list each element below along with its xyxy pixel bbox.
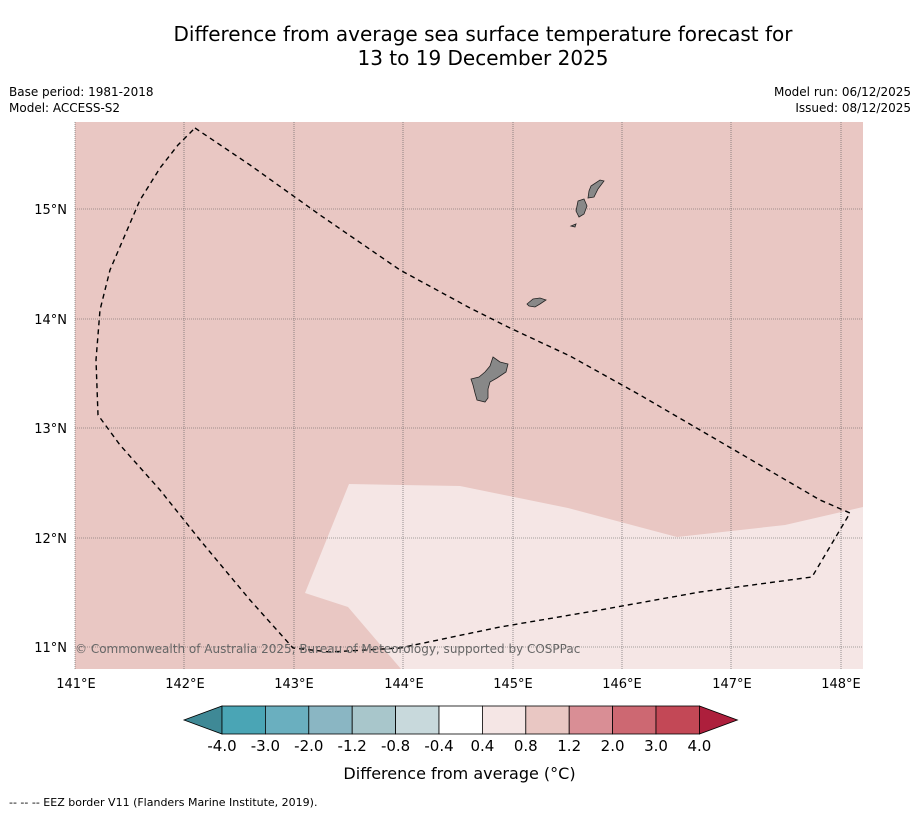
colorbar-tick-label: 0.4 bbox=[470, 737, 494, 755]
model-run: Model run: 06/12/2025 bbox=[773, 85, 911, 99]
colorbar-tick-label: -3.0 bbox=[251, 737, 280, 755]
lat-label: 12°N bbox=[34, 532, 67, 547]
colorbar-segment bbox=[308, 705, 353, 735]
aguijan-island bbox=[569, 223, 577, 228]
meta-right: Model run: 06/12/2025 Issued: 08/12/2025 bbox=[774, 84, 911, 116]
graticule bbox=[74, 122, 863, 669]
meta-left: Base period: 1981-2018 Model: ACCESS-S2 bbox=[9, 84, 154, 116]
anomaly-0.4-0.8-region bbox=[305, 484, 863, 669]
lon-label: 147°E bbox=[712, 677, 752, 692]
colorbar-tick-label: 1.2 bbox=[557, 737, 581, 755]
colorbar-segment bbox=[481, 705, 527, 735]
colorbar bbox=[182, 705, 739, 735]
colorbar-title: Difference from average (°C) bbox=[343, 764, 576, 783]
colorbar-segment bbox=[351, 705, 397, 735]
tinian-island bbox=[575, 198, 588, 218]
colorbar-tick-label: -2.0 bbox=[294, 737, 323, 755]
saipan-island bbox=[587, 179, 605, 199]
colorbar-tick-label: 4.0 bbox=[687, 737, 711, 755]
colorbar-segment bbox=[264, 705, 310, 735]
issued-date: Issued: 08/12/2025 bbox=[795, 101, 911, 115]
colorbar-segment bbox=[568, 705, 614, 735]
colorbar-tick-label: -1.2 bbox=[338, 737, 367, 755]
lat-label: 11°N bbox=[34, 641, 67, 656]
lon-label: 143°E bbox=[274, 677, 314, 692]
lat-label: 14°N bbox=[34, 313, 67, 328]
title-line-1: Difference from average sea surface temp… bbox=[173, 22, 793, 46]
lon-label: 141°E bbox=[56, 677, 96, 692]
map-title: Difference from average sea surface temp… bbox=[0, 22, 919, 70]
colorbar-tick-label: 3.0 bbox=[644, 737, 668, 755]
colorbar-segment bbox=[221, 705, 266, 735]
eez-footnote: -- -- -- EEZ border V11 (Flanders Marine… bbox=[9, 796, 318, 809]
guam-island bbox=[470, 356, 509, 403]
colorbar-tick-label: -0.4 bbox=[424, 737, 453, 755]
colorbar-tick-label: 0.8 bbox=[514, 737, 538, 755]
base-period: Base period: 1981-2018 bbox=[9, 85, 154, 99]
eez-border bbox=[95, 127, 852, 653]
colorbar-segment bbox=[395, 705, 440, 735]
lon-label: 142°E bbox=[165, 677, 205, 692]
colorbar-tick-label: -4.0 bbox=[207, 737, 236, 755]
lat-label: 13°N bbox=[34, 422, 67, 437]
model-name: Model: ACCESS-S2 bbox=[9, 101, 121, 115]
land-masses bbox=[470, 179, 605, 403]
colorbar-tick-label: -0.8 bbox=[381, 737, 410, 755]
colorbar-segment bbox=[655, 705, 700, 735]
axis-labels: 141°E 142°E 143°E 144°E 145°E 146°E 147°… bbox=[34, 203, 861, 692]
colorbar-segment bbox=[612, 705, 657, 735]
lat-label: 15°N bbox=[34, 203, 67, 218]
lon-label: 146°E bbox=[602, 677, 642, 692]
colorbar-extend-low bbox=[182, 705, 223, 735]
map-plot: © Commonwealth of Australia 2025, Bureau… bbox=[74, 122, 863, 669]
title-line-2: 13 to 19 December 2025 bbox=[357, 46, 609, 70]
colorbar-segment bbox=[438, 705, 483, 735]
colorbar-extend-high bbox=[699, 705, 739, 735]
copyright-text: © Commonwealth of Australia 2025, Bureau… bbox=[75, 642, 580, 656]
lon-label: 145°E bbox=[493, 677, 533, 692]
rota-island bbox=[526, 297, 547, 308]
colorbar-segment bbox=[525, 705, 570, 735]
colorbar-tick-label: 2.0 bbox=[601, 737, 625, 755]
lon-label: 148°E bbox=[821, 677, 861, 692]
lon-label: 144°E bbox=[384, 677, 424, 692]
colorbar-ticks: -4.0 -3.0 -2.0 -1.2 -0.8 -0.4 0.4 0.8 1.2 2.0 3.0 4… bbox=[207, 737, 711, 755]
